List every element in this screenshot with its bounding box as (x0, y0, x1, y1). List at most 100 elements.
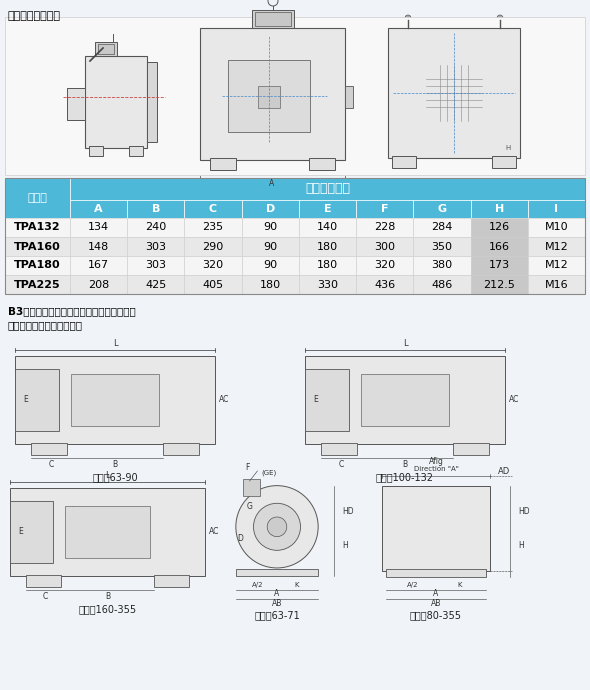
Bar (242, 237, 299, 256)
Bar (414, 218, 471, 237)
Text: Direction "A": Direction "A" (414, 466, 458, 472)
Text: A/2: A/2 (252, 582, 263, 588)
Text: 240: 240 (145, 222, 166, 233)
Text: L: L (105, 471, 110, 480)
Text: 208: 208 (88, 279, 109, 290)
Text: Afig: Afig (428, 457, 444, 466)
Text: E: E (18, 527, 22, 537)
Text: 228: 228 (374, 222, 395, 233)
Circle shape (402, 90, 408, 96)
Text: HD: HD (518, 507, 530, 516)
Text: K: K (457, 582, 462, 588)
Bar (10, 488, 205, 576)
Text: E: E (23, 395, 28, 404)
Bar (185, 256, 242, 275)
Text: (GE): (GE) (261, 470, 277, 476)
Text: B: B (152, 204, 160, 214)
Text: A: A (274, 589, 280, 598)
Bar (471, 275, 528, 294)
Bar (85, 56, 147, 148)
Text: 486: 486 (431, 279, 453, 290)
Text: 320: 320 (202, 261, 224, 270)
Text: A: A (94, 204, 103, 214)
Text: 机座号80-355: 机座号80-355 (410, 610, 462, 620)
Bar (185, 218, 242, 237)
Bar (70, 218, 127, 237)
Bar (356, 218, 414, 237)
Text: H: H (494, 204, 504, 214)
Bar (70, 237, 127, 256)
Bar (5, 218, 70, 237)
Bar (252, 10, 294, 28)
Text: 166: 166 (489, 241, 510, 251)
Circle shape (73, 73, 79, 79)
Bar (163, 443, 199, 455)
Bar (210, 158, 236, 170)
Circle shape (362, 380, 376, 394)
Bar (471, 218, 528, 237)
Text: 380: 380 (431, 261, 453, 270)
Bar (5, 178, 585, 200)
Bar (299, 256, 356, 275)
Circle shape (420, 511, 452, 543)
Text: AC: AC (509, 395, 519, 404)
Circle shape (486, 55, 491, 61)
Text: 290: 290 (202, 241, 224, 251)
Circle shape (451, 41, 457, 47)
Text: H: H (506, 145, 510, 151)
Text: E: E (313, 395, 318, 404)
Bar (25, 575, 61, 586)
Bar (388, 28, 520, 158)
Bar (356, 275, 414, 294)
Text: 外形安装尺寸: 外形安装尺寸 (305, 182, 350, 195)
Bar (299, 218, 356, 237)
Text: 90: 90 (263, 222, 277, 233)
Circle shape (486, 125, 491, 130)
Circle shape (65, 506, 80, 520)
Bar (305, 369, 349, 431)
Text: 284: 284 (431, 222, 453, 233)
Circle shape (417, 125, 422, 130)
Circle shape (417, 55, 422, 61)
Bar (356, 200, 414, 218)
Text: M16: M16 (545, 279, 568, 290)
Text: 350: 350 (431, 241, 453, 251)
Bar (5, 17, 585, 175)
Circle shape (451, 139, 457, 145)
Bar (242, 218, 299, 237)
Bar (492, 156, 516, 168)
Text: AB: AB (431, 599, 441, 608)
Bar (258, 86, 280, 108)
Text: 330: 330 (317, 279, 338, 290)
Text: E: E (324, 204, 332, 214)
Bar (528, 237, 585, 256)
Bar (5, 178, 70, 218)
Bar (528, 200, 585, 218)
Bar (242, 200, 299, 218)
Text: 机座号63-90: 机座号63-90 (92, 473, 138, 482)
Text: B3型：机座带底脚、端盖上无凸缘的电动机: B3型：机座带底脚、端盖上无凸缘的电动机 (8, 306, 136, 316)
Bar (528, 218, 585, 237)
Text: 140: 140 (317, 222, 338, 233)
Text: 126: 126 (489, 222, 510, 233)
Bar (129, 146, 143, 156)
Circle shape (405, 15, 411, 21)
Bar (71, 373, 159, 426)
Bar (64, 506, 150, 558)
Text: I: I (555, 204, 558, 214)
Bar (305, 356, 505, 444)
Text: 安装尺寸及公差、外形尺寸: 安装尺寸及公差、外形尺寸 (8, 320, 83, 330)
Text: C: C (42, 592, 48, 601)
Bar (127, 237, 185, 256)
Bar (361, 373, 449, 426)
Bar (414, 200, 471, 218)
Bar (356, 237, 414, 256)
Text: 180: 180 (317, 261, 338, 270)
Circle shape (73, 127, 79, 133)
Circle shape (397, 488, 475, 566)
Bar (127, 218, 185, 237)
Circle shape (398, 37, 510, 149)
Text: F: F (381, 204, 388, 214)
Text: B: B (113, 460, 117, 469)
Text: 专用电机安装尺寸: 专用电机安装尺寸 (8, 11, 61, 21)
